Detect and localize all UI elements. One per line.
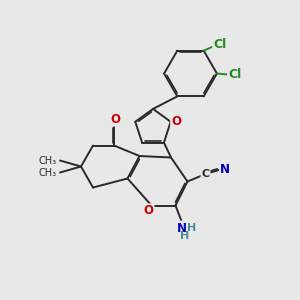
Text: O: O — [110, 112, 121, 126]
Text: O: O — [143, 204, 154, 218]
Text: H: H — [180, 231, 189, 242]
Text: Cl: Cl — [214, 38, 227, 51]
Text: Cl: Cl — [228, 68, 242, 82]
Text: O: O — [171, 115, 181, 128]
Text: N: N — [220, 163, 230, 176]
Text: C: C — [201, 169, 210, 179]
Text: CH₃: CH₃ — [38, 167, 56, 178]
Text: H: H — [187, 223, 196, 233]
Text: N: N — [176, 221, 187, 235]
Text: CH₃: CH₃ — [38, 155, 56, 166]
